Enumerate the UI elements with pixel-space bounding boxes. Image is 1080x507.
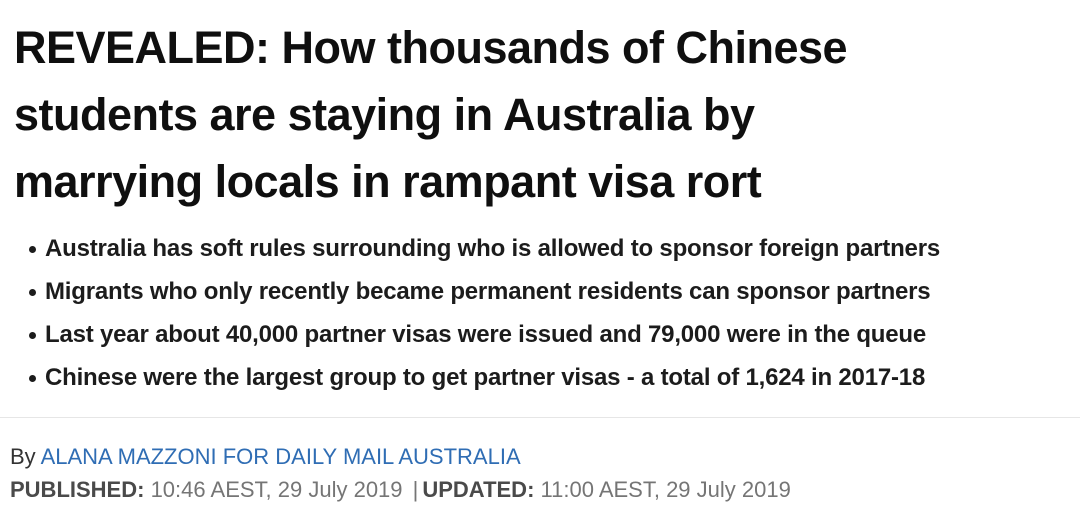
list-item: Migrants who only recently became perman… (14, 270, 1062, 313)
key-point-text: Migrants who only recently became perman… (45, 278, 931, 305)
updated-label: UPDATED: (422, 477, 535, 502)
headline-line-2: students are staying in Australia by (14, 89, 755, 140)
updated-timestamp: 11:00 AEST, 29 July 2019 (534, 477, 791, 502)
bullet-dot-icon (29, 332, 36, 339)
key-point-text: Chinese were the largest group to get pa… (45, 364, 926, 391)
author-link[interactable]: ALANA MAZZONI FOR DAILY MAIL AUSTRALIA (40, 444, 521, 469)
list-item: Last year about 40,000 partner visas wer… (14, 313, 1062, 356)
byline: By ALANA MAZZONI FOR DAILY MAIL AUSTRALI… (10, 442, 1062, 471)
bullet-dot-icon (29, 246, 36, 253)
article-header: REVEALED: How thousands of Chinese stude… (0, 14, 1080, 504)
timestamp-separator: | (412, 477, 419, 502)
byline-prefix: By (10, 444, 41, 469)
publish-info: PUBLISHED: 10:46 AEST, 29 July 2019 | UPD… (10, 475, 1062, 504)
key-point-text: Last year about 40,000 partner visas wer… (45, 321, 927, 348)
bullet-dot-icon (29, 289, 36, 296)
bullet-dot-icon (29, 375, 36, 382)
headline-line-1: REVEALED: How thousands of Chinese (14, 22, 848, 73)
published-timestamp: 10:46 AEST, 29 July 2019 (144, 477, 409, 502)
published-label: PUBLISHED: (10, 477, 145, 502)
byline-block: By ALANA MAZZONI FOR DAILY MAIL AUSTRALI… (10, 442, 1062, 504)
list-item: Australia has soft rules surrounding who… (14, 227, 1062, 270)
key-points-list: Australia has soft rules surrounding who… (14, 227, 1062, 399)
headline-line-3: marrying locals in rampant visa rort (14, 156, 762, 207)
key-point-text: Australia has soft rules surrounding who… (45, 235, 940, 262)
article-headline: REVEALED: How thousands of Chinese stude… (14, 14, 1062, 215)
list-item: Chinese were the largest group to get pa… (14, 356, 1062, 399)
divider (0, 417, 1080, 418)
